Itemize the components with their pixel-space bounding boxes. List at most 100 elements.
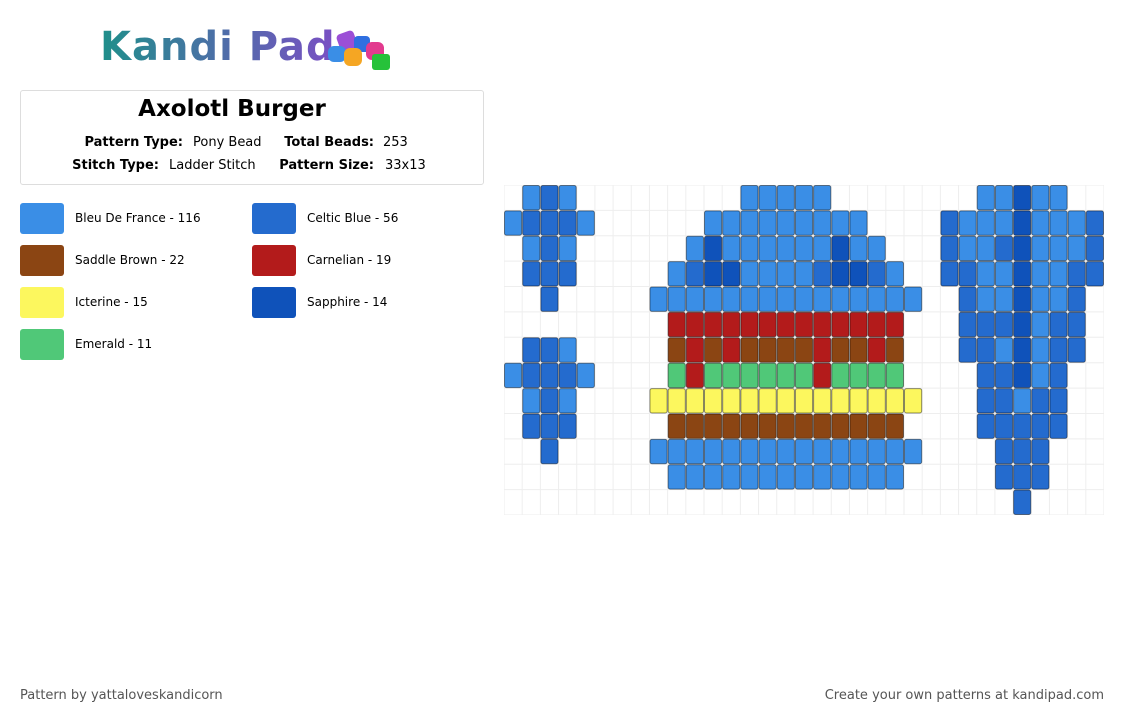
bead (758, 185, 777, 211)
bead (1013, 286, 1032, 312)
bead (794, 438, 814, 465)
bead (722, 464, 741, 490)
bead (540, 413, 559, 439)
bead (831, 235, 850, 262)
bead (994, 388, 1014, 414)
bead (685, 388, 704, 414)
bead (1031, 438, 1050, 465)
legend-swatch (252, 287, 296, 318)
bead (776, 286, 795, 312)
bead (776, 464, 795, 490)
bead (1013, 464, 1032, 490)
bead (885, 438, 904, 465)
bead (558, 362, 577, 389)
legend-swatch (20, 245, 64, 276)
bead (522, 210, 541, 236)
bead (813, 286, 832, 312)
bead (813, 235, 832, 262)
bead (667, 413, 686, 439)
field-label: Pattern Type: (84, 135, 183, 150)
legend-label: Emerald - 11 (75, 337, 153, 351)
bead (813, 388, 832, 414)
bead (1049, 261, 1068, 287)
bead (667, 464, 686, 490)
bead (794, 388, 814, 414)
bead (1067, 337, 1086, 363)
bead (1049, 286, 1068, 312)
bead (976, 235, 995, 262)
legend-label: Celtic Blue - 56 (307, 211, 399, 225)
bead (831, 464, 850, 490)
bead (994, 286, 1014, 312)
bead (885, 286, 904, 312)
bead (1013, 185, 1032, 211)
bead (558, 185, 577, 211)
bead (794, 286, 814, 312)
bead (849, 210, 868, 236)
bead (704, 362, 723, 389)
bead (1067, 261, 1086, 287)
bead (885, 261, 904, 287)
bead (522, 235, 541, 262)
bead (758, 210, 777, 236)
bead (1013, 388, 1032, 414)
bead (794, 261, 814, 287)
bead (867, 388, 886, 414)
bead (722, 388, 741, 414)
bead (831, 362, 850, 389)
legend-label: Carnelian - 19 (307, 253, 392, 267)
bead (958, 235, 977, 262)
bead (649, 388, 668, 414)
bead (540, 210, 559, 236)
bead (685, 261, 704, 287)
bead (504, 210, 523, 236)
bead (940, 210, 959, 236)
bead (958, 311, 977, 338)
bead (831, 413, 850, 439)
bead (667, 261, 686, 287)
field-value: 253 (383, 135, 408, 150)
bead (722, 413, 741, 439)
bead (813, 210, 832, 236)
bead (813, 438, 832, 465)
bead (794, 337, 814, 363)
footer-link[interactable]: Create your own patterns at kandipad.com (824, 688, 1104, 703)
bead (849, 413, 868, 439)
field-label: Stitch Type: (72, 158, 159, 173)
bead (994, 235, 1014, 262)
legend-swatch (20, 329, 64, 360)
bead (813, 362, 832, 389)
bead (758, 464, 777, 490)
bead (831, 261, 850, 287)
bead (994, 362, 1014, 389)
bead (904, 388, 923, 414)
bead (522, 337, 541, 363)
bead (722, 261, 741, 287)
bead (740, 235, 759, 262)
bead (849, 261, 868, 287)
bead (1049, 413, 1068, 439)
bead (1031, 388, 1050, 414)
bead (831, 388, 850, 414)
bead (522, 413, 541, 439)
bead (758, 235, 777, 262)
bead (976, 362, 995, 389)
bead (722, 235, 741, 262)
bead (576, 210, 595, 236)
bead (1031, 464, 1050, 490)
bead (904, 438, 923, 465)
bead (976, 261, 995, 287)
logo[interactable]: Kandi Pad (100, 24, 336, 70)
bead (1031, 362, 1050, 389)
bead (867, 286, 886, 312)
bead (813, 413, 832, 439)
bead (667, 362, 686, 389)
bead (867, 235, 886, 262)
bead (1049, 362, 1068, 389)
bead (758, 286, 777, 312)
bead (849, 464, 868, 490)
bead (1013, 438, 1032, 465)
bead (540, 337, 559, 363)
bead (1085, 235, 1104, 262)
bead (794, 413, 814, 439)
